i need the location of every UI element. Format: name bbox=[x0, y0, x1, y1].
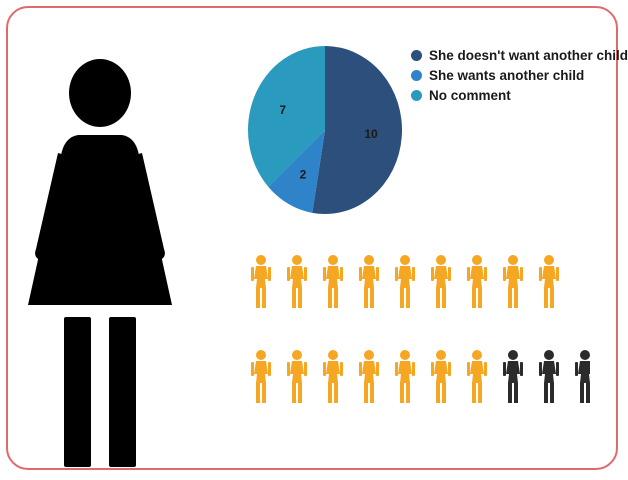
legend-swatch bbox=[411, 69, 422, 81]
legend-label: She doesn't want another child bbox=[429, 47, 628, 63]
woman-figure-icon bbox=[539, 350, 559, 403]
pie-slice bbox=[248, 46, 325, 187]
legend-label: She wants another child bbox=[429, 67, 585, 83]
pie-slice-value-label: 7 bbox=[279, 103, 286, 117]
legend-label: No comment bbox=[429, 87, 511, 103]
pie-slice-value-label: 2 bbox=[300, 167, 307, 181]
woman-figure-icon bbox=[431, 350, 451, 403]
legend-item: She doesn't want another child bbox=[411, 45, 628, 65]
woman-figure-icon bbox=[503, 350, 523, 403]
legend-item: No comment bbox=[411, 85, 628, 105]
woman-figure-icon bbox=[359, 255, 379, 308]
legend-swatch bbox=[411, 49, 422, 61]
woman-figure-icon bbox=[431, 255, 451, 308]
woman-figure-icon bbox=[467, 255, 487, 308]
woman-figure-icon bbox=[287, 255, 307, 308]
pie-chart: 10 2 7 bbox=[248, 46, 402, 214]
pie-slice-value-label: 10 bbox=[364, 127, 378, 141]
woman-figure-icon bbox=[539, 255, 559, 308]
woman-figure-icon bbox=[251, 350, 271, 403]
woman-figure-icon bbox=[287, 350, 307, 403]
woman-figure-icon bbox=[503, 255, 523, 308]
woman-silhouette-icon bbox=[28, 59, 172, 467]
pictogram-grid bbox=[251, 255, 590, 403]
chart-legend: She doesn't want another child She wants… bbox=[411, 45, 628, 105]
woman-figure-icon bbox=[467, 350, 487, 403]
woman-figure-icon bbox=[359, 350, 379, 403]
woman-figure-icon bbox=[251, 255, 271, 308]
woman-figure-icon bbox=[395, 255, 415, 308]
woman-figure-icon bbox=[323, 255, 343, 308]
pie-slice bbox=[312, 46, 402, 214]
woman-figure-icon bbox=[323, 350, 343, 403]
pie-slice bbox=[268, 130, 325, 213]
legend-swatch bbox=[411, 89, 422, 101]
woman-figure-icon bbox=[395, 350, 415, 403]
woman-figure-icon bbox=[575, 350, 590, 403]
legend-item: She wants another child bbox=[411, 65, 628, 85]
